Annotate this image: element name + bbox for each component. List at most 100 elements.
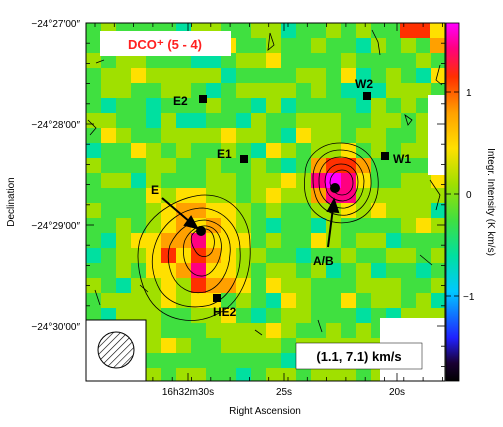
heatmap-cell xyxy=(266,203,281,218)
heatmap-cell xyxy=(146,203,161,218)
heatmap-cell xyxy=(236,113,251,128)
heatmap-cell xyxy=(236,293,251,308)
arrow-ab xyxy=(327,207,334,248)
heatmap-cell xyxy=(386,203,401,218)
heatmap-cell xyxy=(371,128,386,143)
heatmap-cell xyxy=(251,128,266,143)
heatmap-cell xyxy=(191,83,206,98)
heatmap-cell xyxy=(356,53,371,68)
heatmap-cell xyxy=(251,23,266,38)
heatmap-cell xyxy=(236,128,251,143)
heatmap-cell xyxy=(400,23,415,38)
heatmap-cell xyxy=(371,158,386,173)
heatmap-cell xyxy=(416,248,431,263)
heatmap-cell xyxy=(221,143,236,158)
heatmap-cell xyxy=(266,173,281,188)
heatmap-cell xyxy=(176,278,191,293)
heatmap-cell xyxy=(341,83,356,98)
x-tick-label: 25s xyxy=(276,387,292,398)
heatmap-cell xyxy=(221,158,236,173)
heatmap-cell xyxy=(401,218,416,233)
heatmap-cell xyxy=(296,38,311,53)
heatmap-cell xyxy=(401,233,416,248)
heatmap-cell xyxy=(401,98,416,113)
heatmap-cell xyxy=(146,83,161,98)
heatmap-cell xyxy=(236,233,251,248)
heatmap-cell xyxy=(221,113,236,128)
heatmap-cell xyxy=(266,143,281,158)
heatmap-cell xyxy=(266,113,281,128)
heatmap-cell xyxy=(341,263,356,278)
heatmap-cell xyxy=(206,353,221,368)
heatmap-cell xyxy=(401,278,416,293)
heatmap-cell xyxy=(371,23,386,38)
source-label-w2: W2 xyxy=(355,77,373,91)
heatmap-cell xyxy=(416,143,431,158)
heatmap-cell xyxy=(131,113,146,128)
heatmap-cell xyxy=(356,308,371,323)
heatmap-cell xyxy=(101,218,116,233)
heatmap-cell xyxy=(101,68,116,83)
heatmap-cell xyxy=(341,128,356,143)
heatmap-cell xyxy=(86,278,101,293)
heatmap-cell xyxy=(86,38,101,53)
heatmap-cell xyxy=(191,203,206,218)
heatmap-cell xyxy=(86,203,101,218)
heatmap-cell xyxy=(296,53,311,68)
heatmap-cell xyxy=(206,128,221,143)
heatmap-cell xyxy=(131,218,146,233)
heatmap-cell xyxy=(416,83,431,98)
heatmap-cell xyxy=(415,23,430,38)
y-axis-title: Declination xyxy=(6,177,17,226)
heatmap-cell xyxy=(266,98,281,113)
heatmap-cell xyxy=(86,98,101,113)
heatmap-cell xyxy=(146,278,161,293)
heatmap-cell xyxy=(191,293,206,308)
heatmap-cell xyxy=(116,68,131,83)
heatmap-cell xyxy=(386,113,401,128)
heatmap-cell xyxy=(386,128,401,143)
colorbar-tick-label: 0 xyxy=(466,190,472,201)
heatmap-cell xyxy=(236,173,251,188)
heatmap-cell xyxy=(401,158,416,173)
heatmap-cell xyxy=(191,128,206,143)
heatmap-cell xyxy=(311,308,326,323)
heatmap-cell xyxy=(431,53,445,68)
heatmap-cell xyxy=(326,68,341,83)
heatmap-cell xyxy=(386,218,401,233)
masked-regions xyxy=(380,95,445,381)
heatmap-cell xyxy=(251,83,266,98)
title-box xyxy=(100,31,231,56)
heatmap-cell xyxy=(416,188,431,203)
heatmap-cell xyxy=(161,353,176,368)
heatmap-cell xyxy=(116,128,131,143)
heatmap-cell xyxy=(356,263,371,278)
heatmap-cell xyxy=(266,368,281,381)
heatmap-cell xyxy=(191,113,206,128)
heatmap-cell xyxy=(326,293,341,308)
heatmap-cell xyxy=(341,278,356,293)
heatmap-cell xyxy=(251,203,266,218)
heatmap-cell xyxy=(311,278,326,293)
heatmap-cell xyxy=(386,98,401,113)
heatmap-cell xyxy=(266,23,281,38)
heatmap-cell xyxy=(236,368,251,381)
heatmap-cell xyxy=(191,173,206,188)
beam-ellipse xyxy=(97,331,135,369)
heatmap-cell xyxy=(251,218,266,233)
heatmap-cell xyxy=(86,83,101,98)
heatmap-cell xyxy=(341,218,356,233)
plot-frame xyxy=(85,22,446,382)
heatmap-cell xyxy=(266,323,281,338)
heatmap-cell xyxy=(236,38,251,53)
heatmap-cell xyxy=(101,248,116,263)
heatmap-cell xyxy=(146,368,161,381)
heatmap-cell xyxy=(326,248,341,263)
heatmap-cell xyxy=(401,173,416,188)
heatmap-cell xyxy=(221,338,236,353)
heatmap-cell xyxy=(296,23,311,38)
heatmap-cell xyxy=(206,83,221,98)
heatmap-cell xyxy=(341,203,356,218)
heatmap-cell xyxy=(116,218,131,233)
heatmap-cell xyxy=(266,53,281,68)
